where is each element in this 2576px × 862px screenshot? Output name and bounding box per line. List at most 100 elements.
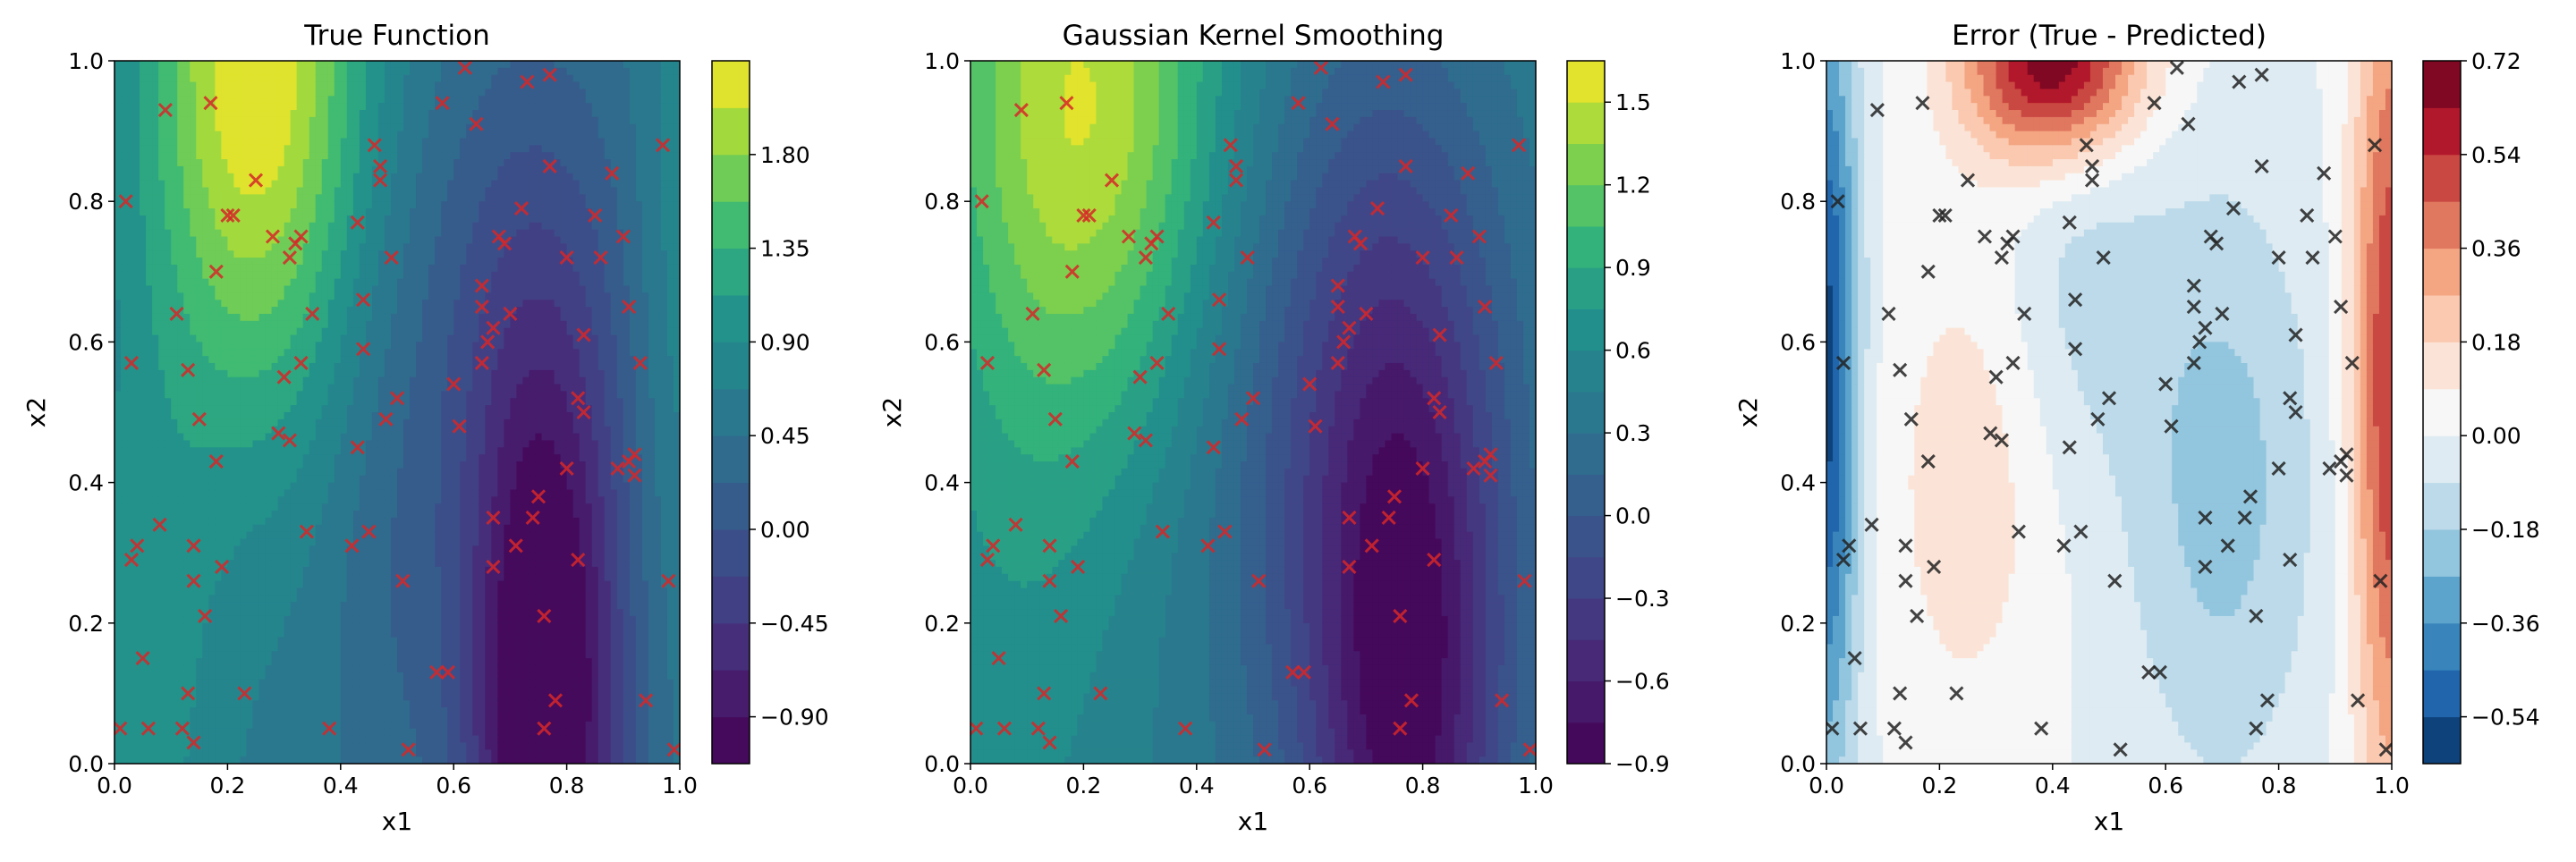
- contour-cell: [271, 461, 279, 469]
- contour-cell: [152, 545, 159, 554]
- contour-cell: [146, 426, 153, 435]
- contour-cell: [284, 426, 292, 435]
- contour-cell: [265, 679, 273, 688]
- contour-cell: [352, 362, 360, 371]
- contour-cell: [221, 123, 228, 132]
- contour-cell: [177, 418, 184, 427]
- contour-cell: [371, 74, 379, 83]
- contour-cell: [240, 180, 248, 189]
- contour-cell: [365, 110, 373, 118]
- contour-cell: [171, 229, 178, 238]
- contour-cell: [359, 159, 367, 167]
- contour-cell: [246, 447, 254, 455]
- contour-cell: [233, 384, 242, 393]
- contour-cell: [384, 756, 392, 764]
- contour-cell: [397, 145, 404, 153]
- contour-cell: [202, 285, 209, 293]
- contour-cell: [114, 686, 122, 694]
- contour-cell: [121, 61, 128, 69]
- contour-cell: [296, 560, 304, 568]
- contour-cell: [265, 517, 273, 526]
- contour-cell: [196, 342, 203, 350]
- contour-cell: [246, 630, 254, 638]
- contour-cell: [265, 735, 273, 744]
- contour-cell: [346, 61, 354, 69]
- contour-cell: [410, 145, 417, 153]
- contour-cell: [215, 138, 222, 146]
- contour-cell: [277, 615, 285, 624]
- contour-cell: [233, 447, 242, 455]
- contour-cell: [227, 721, 235, 730]
- contour-cell: [140, 292, 147, 300]
- contour-cell: [315, 587, 323, 596]
- contour-cell: [315, 511, 323, 519]
- contour-cell: [140, 756, 147, 764]
- contour-cell: [171, 285, 178, 293]
- contour-cell: [309, 644, 317, 652]
- contour-cell: [327, 531, 335, 540]
- contour-cell: [284, 201, 292, 209]
- contour-cell: [158, 229, 165, 238]
- contour-cell: [390, 615, 398, 624]
- contour-cell: [196, 566, 203, 575]
- contour-cell: [146, 307, 153, 315]
- contour-cell: [390, 489, 398, 497]
- contour-cell: [165, 580, 172, 589]
- contour-cell: [422, 644, 429, 652]
- contour-cell: [416, 560, 423, 568]
- contour-cell: [127, 707, 134, 715]
- contour-cell: [152, 440, 159, 448]
- contour-cell: [177, 468, 184, 477]
- contour-cell: [284, 215, 292, 224]
- contour-cell: [227, 707, 235, 715]
- contour-cell: [208, 524, 216, 533]
- contour-cell: [208, 538, 216, 546]
- contour-cell: [309, 81, 317, 90]
- contour-cell: [384, 278, 392, 287]
- contour-cell: [140, 454, 147, 462]
- contour-cell: [133, 349, 140, 357]
- contour-cell: [284, 580, 292, 589]
- contour-cell: [290, 285, 298, 293]
- contour-cell: [377, 67, 386, 76]
- contour-cell: [309, 349, 317, 357]
- contour-cell: [152, 334, 159, 342]
- contour-cell: [340, 686, 348, 694]
- contour-cell: [321, 131, 329, 139]
- contour-cell: [121, 159, 128, 167]
- contour-cell: [290, 630, 298, 638]
- contour-cell: [208, 714, 216, 723]
- contour-cell: [127, 672, 134, 680]
- contour-cell: [359, 595, 367, 603]
- contour-cell: [352, 440, 360, 448]
- contour-cell: [309, 496, 317, 504]
- contour-cell: [384, 391, 392, 399]
- contour-cell: [277, 96, 285, 104]
- contour-cell: [202, 553, 209, 561]
- contour-cell: [140, 531, 147, 540]
- contour-cell: [183, 138, 191, 146]
- contour-cell: [165, 440, 172, 448]
- contour-cell: [246, 580, 254, 589]
- contour-cell: [165, 138, 172, 146]
- contour-cell: [284, 173, 292, 182]
- contour-cell: [121, 110, 128, 118]
- contour-cell: [416, 482, 423, 491]
- contour-cell: [271, 180, 279, 189]
- contour-cell: [146, 454, 153, 462]
- contour-cell: [165, 313, 172, 322]
- contour-cell: [152, 587, 159, 596]
- contour-cell: [146, 489, 153, 497]
- contour-cell: [221, 728, 228, 737]
- contour-cell: [190, 686, 197, 694]
- contour-cell: [365, 721, 373, 730]
- contour-cell: [397, 531, 404, 540]
- contour-cell: [215, 250, 222, 258]
- contour-cell: [365, 96, 373, 104]
- contour-cell: [202, 313, 209, 322]
- contour-cell: [196, 180, 203, 189]
- contour-cell: [271, 103, 279, 111]
- contour-cell: [290, 602, 298, 610]
- contour-cell: [416, 461, 423, 469]
- contour-cell: [190, 313, 197, 322]
